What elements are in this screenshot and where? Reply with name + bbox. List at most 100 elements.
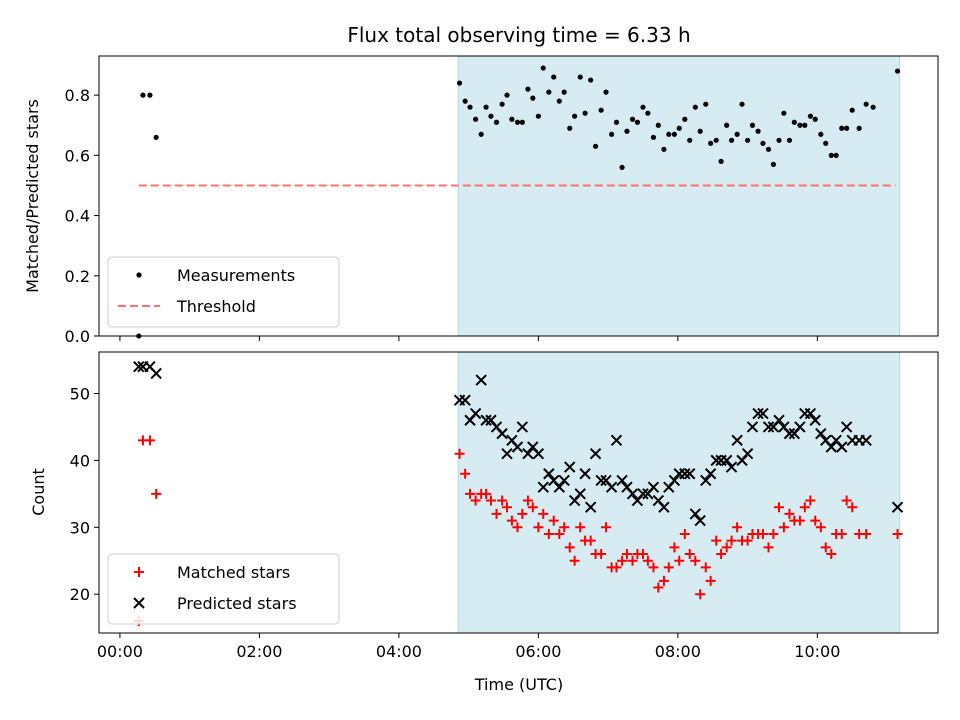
bottom-data-point (533, 522, 544, 533)
bottom-data-point (605, 481, 618, 493)
bottom-data-point (860, 434, 872, 447)
top-data-point (483, 104, 489, 110)
bottom-data-point (732, 522, 743, 533)
bottom-data-point (668, 474, 681, 487)
bottom-data-point (517, 508, 528, 519)
top-data-point (849, 107, 855, 113)
top-data-point (697, 128, 703, 134)
bottom-data-point (621, 549, 632, 560)
bottom-data-point (475, 374, 487, 386)
x-tick-label: 04:00 (376, 642, 422, 661)
top-data-point (692, 104, 698, 110)
bottom-data-point (501, 502, 512, 513)
top-data-point (462, 98, 468, 104)
bottom-data-point (516, 421, 529, 433)
bottom-data-point (511, 441, 524, 453)
bottom-data-point (647, 481, 660, 493)
bottom-data-point (554, 528, 565, 539)
top-data-point (682, 116, 688, 122)
top-data-point (734, 131, 740, 137)
bottom-data-point (485, 495, 496, 506)
x-tick-label: 08:00 (655, 642, 701, 661)
top-data-point (833, 152, 839, 158)
bottom-data-point (726, 535, 737, 546)
top-data-point (514, 119, 521, 125)
top-data-point (755, 128, 761, 134)
top-data-point (488, 113, 494, 119)
top-data-point (708, 140, 714, 146)
x-tick-label: 06:00 (515, 642, 561, 661)
top-data-point (797, 122, 803, 128)
top-data-point (894, 68, 901, 74)
top-data-point (592, 143, 599, 149)
bottom-data-point (841, 495, 852, 506)
bottom-data-point (741, 447, 754, 460)
top-y-tick-label: 0.2 (65, 267, 90, 286)
top-data-point (724, 122, 730, 128)
bottom-data-point (543, 468, 555, 480)
top-data-point (153, 134, 159, 140)
top-data-point (456, 80, 463, 86)
top-data-point (499, 101, 505, 107)
bottom-data-point (684, 468, 696, 480)
bottom-data-point (575, 522, 586, 533)
bottom-data-point (794, 421, 806, 433)
bottom-data-point (752, 407, 764, 420)
legend-label: Measurements (177, 266, 295, 285)
bottom-data-point (596, 549, 607, 560)
bottom-data-point (815, 427, 827, 440)
bottom-data-point (721, 542, 732, 553)
top-data-point (844, 125, 850, 131)
bottom-data-point (538, 508, 549, 519)
top-data-point (147, 92, 153, 98)
top-data-point (546, 89, 552, 95)
bottom-data-point (506, 515, 517, 526)
bottom-data-point (595, 474, 607, 487)
bottom-data-point (700, 474, 712, 487)
bottom-data-point (543, 528, 554, 539)
bottom-y-tick-label: 50 (70, 384, 90, 403)
bottom-y-tick-label: 40 (70, 451, 90, 470)
bottom-data-point (579, 468, 591, 480)
top-data-point (572, 113, 578, 119)
top-data-point (812, 116, 818, 122)
bottom-data-point (627, 555, 638, 566)
top-data-point (818, 131, 824, 137)
bottom-data-point (731, 434, 743, 447)
bottom-data-point (711, 535, 722, 546)
bottom-data-point (469, 407, 482, 420)
top-data-point (791, 119, 797, 125)
bottom-data-point (611, 562, 622, 573)
top-data-point (676, 125, 682, 131)
bottom-data-point (704, 468, 717, 480)
top-data-point (718, 158, 724, 164)
bottom-y-tick-label: 20 (70, 585, 90, 604)
top-data-point (870, 104, 876, 110)
top-y-axis-label: Matched/Predicted stars (23, 99, 42, 293)
top-data-point (655, 122, 661, 128)
bottom-data-point (763, 542, 774, 553)
bottom-data-point (720, 454, 733, 467)
bottom-data-point (757, 528, 768, 539)
bottom-data-point (564, 461, 576, 473)
top-data-point (645, 110, 651, 116)
bottom-data-point (825, 441, 838, 453)
bottom-data-point (616, 474, 628, 487)
bottom-data-point (481, 488, 492, 499)
top-data-point (728, 137, 735, 143)
top-observing-window (457, 55, 901, 337)
bottom-data-point (585, 535, 596, 546)
bottom-data-point (836, 441, 848, 453)
bottom-data-point (757, 407, 769, 420)
top-data-point (629, 116, 636, 122)
bottom-data-point (861, 528, 872, 539)
top-data-point (661, 146, 667, 152)
top-data-point (828, 152, 834, 158)
bottom-data-point (690, 555, 701, 566)
bottom-data-point (653, 582, 664, 593)
legend-marker (133, 597, 145, 609)
top-axes-frame (98, 55, 939, 337)
bottom-data-point (637, 488, 649, 500)
top-data-point (530, 95, 536, 101)
bottom-data-point (836, 528, 847, 539)
